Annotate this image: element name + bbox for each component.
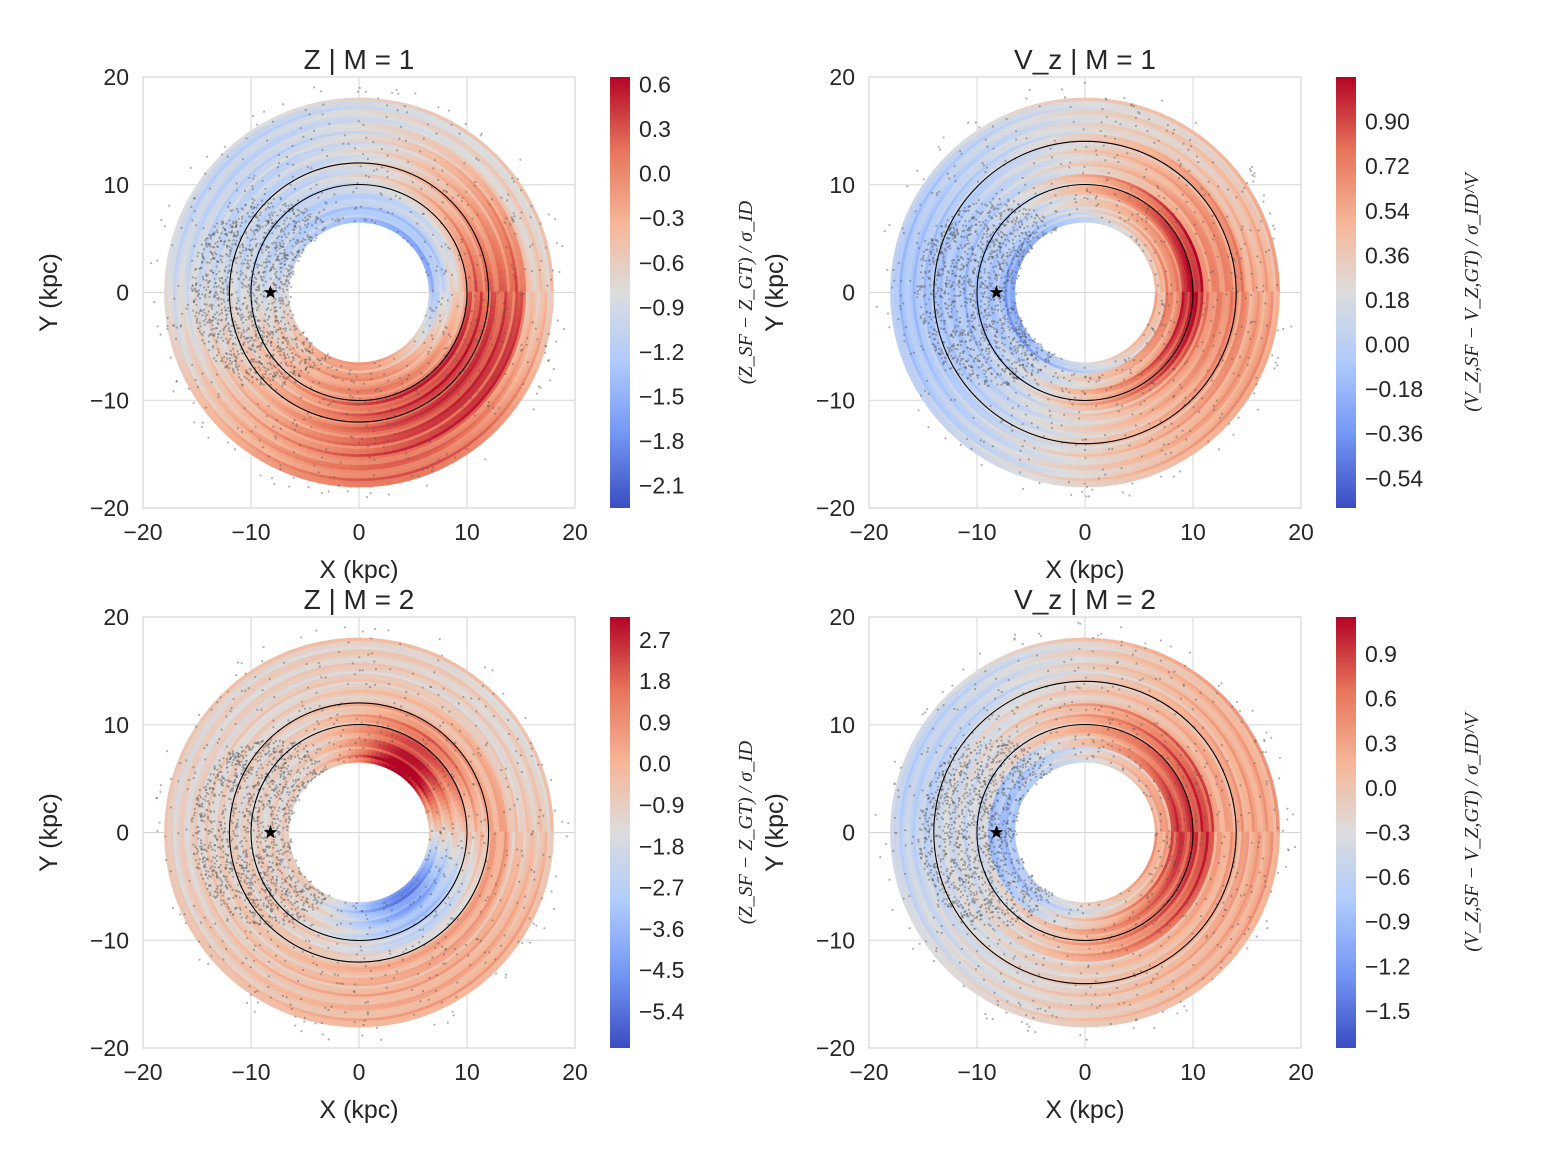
residual-field bbox=[164, 97, 554, 488]
